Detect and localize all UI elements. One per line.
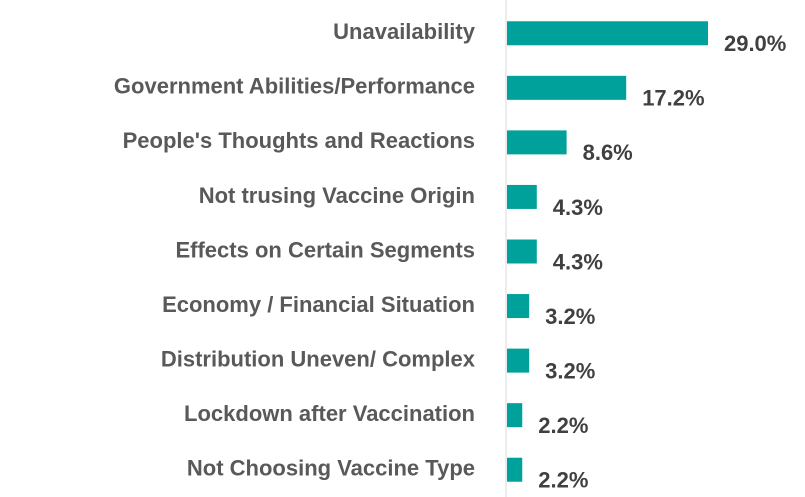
- bar: [507, 294, 530, 319]
- bar: [507, 75, 627, 100]
- value-label: 29.0%: [724, 31, 786, 56]
- category-label: Distribution Uneven/ Complex: [161, 346, 476, 371]
- value-label: 2.2%: [538, 468, 588, 493]
- bar: [507, 21, 708, 46]
- value-label: 3.2%: [545, 304, 595, 329]
- bar: [507, 130, 567, 155]
- value-label: 2.2%: [538, 413, 588, 438]
- value-label: 4.3%: [553, 249, 603, 274]
- category-label: Economy / Financial Situation: [162, 292, 475, 317]
- category-label: Effects on Certain Segments: [175, 237, 475, 262]
- value-label: 17.2%: [642, 86, 704, 111]
- bar: [507, 348, 530, 373]
- category-label: Unavailability: [333, 19, 476, 44]
- bar: [507, 184, 537, 209]
- value-label: 8.6%: [583, 140, 633, 165]
- category-label: Government Abilities/Performance: [114, 74, 475, 99]
- category-label: Not Choosing Vaccine Type: [187, 456, 475, 481]
- bar: [507, 403, 523, 428]
- bar: [507, 239, 537, 264]
- category-label: Not trusing Vaccine Origin: [199, 183, 475, 208]
- value-label: 4.3%: [553, 195, 603, 220]
- category-label: People's Thoughts and Reactions: [123, 128, 475, 153]
- value-label: 3.2%: [545, 358, 595, 383]
- bar: [507, 457, 523, 482]
- category-label: Lockdown after Vaccination: [184, 401, 475, 426]
